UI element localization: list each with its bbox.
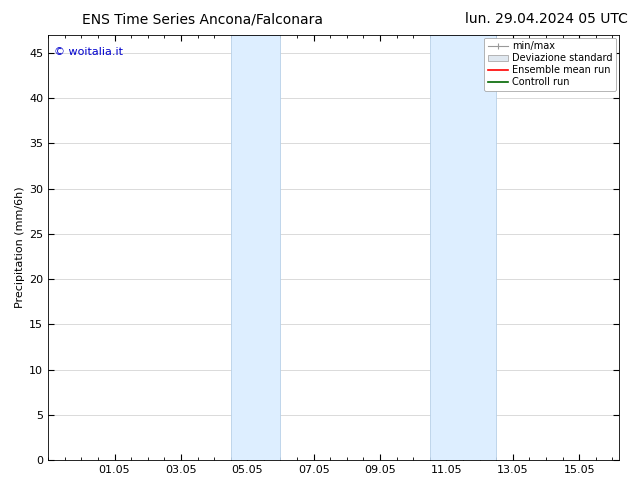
Y-axis label: Precipitation (mm/6h): Precipitation (mm/6h) [15, 187, 25, 308]
Text: ENS Time Series Ancona/Falconara: ENS Time Series Ancona/Falconara [82, 12, 323, 26]
Text: lun. 29.04.2024 05 UTC: lun. 29.04.2024 05 UTC [465, 12, 628, 26]
Text: © woitalia.it: © woitalia.it [54, 48, 123, 57]
Bar [430, 35, 496, 460]
Bar [231, 35, 280, 460]
Legend: min/max, Deviazione standard, Ensemble mean run, Controll run: min/max, Deviazione standard, Ensemble m… [484, 38, 616, 91]
